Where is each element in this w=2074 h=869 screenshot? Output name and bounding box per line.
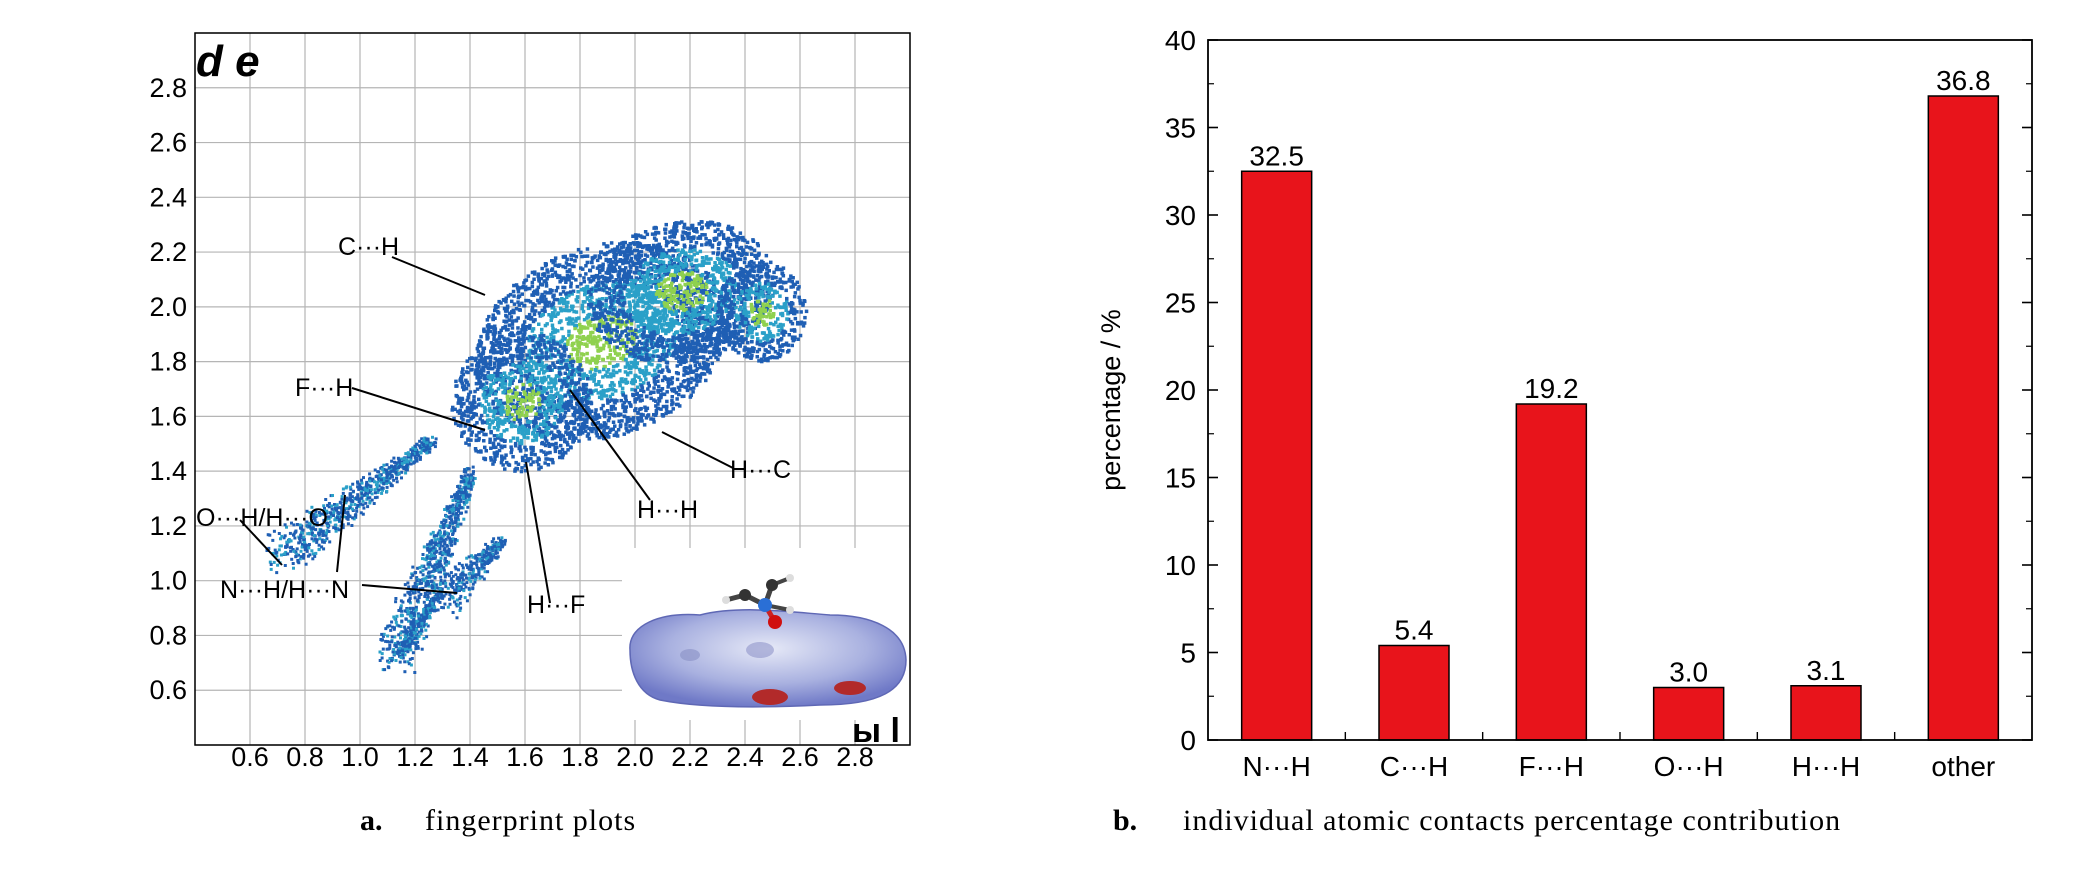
y-tick-label: 2.4: [149, 182, 187, 212]
y-tick-label: 2.6: [149, 128, 187, 158]
bar-chart-bars: [1240, 95, 2000, 741]
x-tick-label: 1.4: [451, 742, 489, 772]
y-tick-label: 0.8: [149, 620, 187, 650]
red-contact-spot: [834, 681, 866, 695]
bar-chart-y-axis-label: percentage / %: [1096, 309, 1126, 491]
fingerprint-x-tick-labels: 0.6 0.8 1.0 1.2 1.4 1.6 1.8 2.0 2.2 2.4 2.6 2.8: [231, 742, 874, 772]
bar-chart-frame: [1207, 39, 2033, 741]
y-tick-label: 2.8: [149, 73, 187, 103]
y-tick-label: 1.8: [149, 347, 187, 377]
fingerprint-points: [265, 220, 809, 674]
ligand-molecule: [722, 574, 794, 629]
caption-a-letter: a.: [360, 804, 383, 837]
y-tick-label: 1.0: [149, 566, 187, 596]
y-tick-label: 0: [1180, 725, 1196, 756]
y-tick-label: 25: [1165, 288, 1196, 319]
y-tick-label: 40: [1165, 25, 1196, 56]
bar: [1927, 95, 2000, 741]
bar-value-label: 5.4: [1395, 615, 1434, 646]
category-label: H···H: [1792, 751, 1860, 782]
y-tick-label: 1.6: [149, 401, 187, 431]
bar: [1652, 686, 1725, 741]
x-tick-label: 1.2: [396, 742, 434, 772]
y-tick-label: 1.2: [149, 511, 187, 541]
y-tick-label: 30: [1165, 200, 1196, 231]
y-tick-label: 0.6: [149, 675, 187, 705]
fingerprint-y-tick-labels: 0.6 0.8 1.0 1.2 1.4 1.6 1.8 2.0 2.2 2.4 2.6 2.8: [149, 73, 187, 705]
y-tick-label: 35: [1165, 113, 1196, 144]
red-contact-spot: [752, 689, 788, 705]
annotation-h-c: H···C: [730, 456, 791, 484]
x-tick-label: 2.6: [781, 742, 819, 772]
bar-chart-y-tick-labels: 0 5 10 15 20 25 30 35 40: [1165, 25, 1196, 756]
bar: [1378, 644, 1450, 741]
caption-a-text: fingerprint plots: [425, 804, 636, 837]
annotation-h-h: H···H: [637, 496, 698, 524]
y-tick-label: 20: [1165, 375, 1196, 406]
bar-chart-value-labels: 32.5 5.4 19.2 3.0 3.1 36.8: [1249, 65, 1990, 688]
category-label: F···H: [1519, 751, 1584, 782]
caption-b-letter: b.: [1113, 804, 1137, 837]
fingerprint-title-fragment: d e: [196, 37, 260, 86]
bar-value-label: 3.1: [1807, 655, 1846, 686]
y-tick-label: 2.0: [149, 292, 187, 322]
bar-value-label: 3.0: [1669, 657, 1708, 688]
bar-chart-panel: 32.5 5.4 19.2 3.0 3.1 36.8 0 5 10 15 20 25 30 35 40 N…: [1096, 25, 2033, 837]
y-tick-label: 5: [1180, 638, 1196, 669]
x-tick-label: 0.8: [286, 742, 324, 772]
hirshfeld-surface-inset: [622, 548, 910, 720]
bar-value-label: 32.5: [1249, 140, 1304, 171]
bar-chart-category-labels: N···H C···H F···H O···H H···H other: [1242, 751, 1995, 782]
annotation-o-h: O···H/H···O: [196, 504, 328, 532]
category-label: O···H: [1654, 751, 1724, 782]
x-tick-label: 1.8: [561, 742, 599, 772]
y-tick-label: 15: [1165, 463, 1196, 494]
bar-chart-axes: [1207, 39, 2033, 741]
caption-b-text: individual atomic contacts percentage co…: [1183, 804, 1841, 837]
category-label: N···H: [1242, 751, 1310, 782]
y-tick-label: 2.2: [149, 237, 187, 267]
y-tick-label: 1.4: [149, 456, 187, 486]
y-tick-label: 10: [1165, 550, 1196, 581]
annotation-h-f: H···F: [527, 591, 585, 619]
molecular-surface: [629, 609, 907, 708]
bar: [1790, 685, 1862, 741]
bar-value-label: 36.8: [1936, 65, 1991, 96]
fingerprint-frame: [194, 32, 911, 746]
fingerprint-annotation-lines: [239, 256, 734, 604]
fingerprint-panel: 0.6 0.8 1.0 1.2 1.4 1.6 1.8 2.0 2.2 2.4 2.6 2.8 0.6…: [149, 32, 911, 837]
fingerprint-bottom-fragment: ы l: [852, 712, 900, 750]
annotation-c-h: C···H: [338, 233, 399, 261]
x-tick-label: 2.2: [671, 742, 709, 772]
x-tick-label: 1.0: [341, 742, 379, 772]
annotation-f-h: F···H: [295, 374, 353, 402]
bar-value-label: 19.2: [1524, 373, 1579, 404]
category-label: other: [1931, 751, 1995, 782]
x-tick-label: 2.8: [836, 742, 874, 772]
x-tick-label: 1.6: [506, 742, 544, 772]
bar: [1515, 403, 1588, 741]
x-tick-label: 2.0: [616, 742, 654, 772]
bar: [1240, 170, 1313, 741]
x-tick-label: 0.6: [231, 742, 269, 772]
category-label: C···H: [1380, 751, 1448, 782]
x-tick-label: 2.4: [726, 742, 764, 772]
annotation-n-h: N···H/H···N: [220, 576, 349, 604]
